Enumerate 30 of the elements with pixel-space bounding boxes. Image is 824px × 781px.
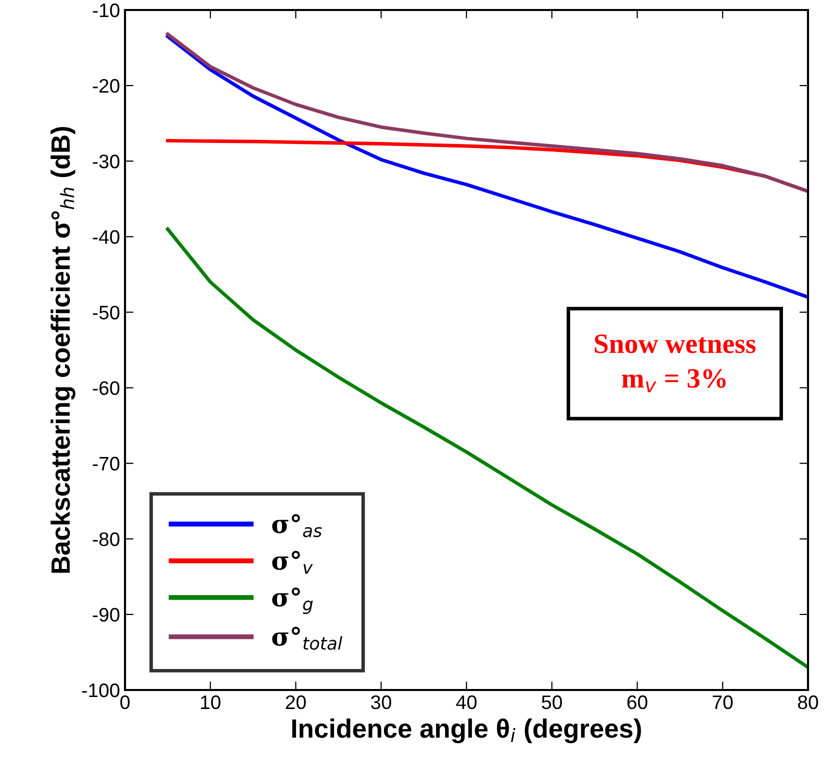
line-series — [166, 227, 808, 670]
x-tick-label: 80 — [798, 695, 818, 710]
y-tick-label: -90 — [92, 608, 120, 622]
y-tick-label: -80 — [92, 532, 120, 546]
x-tick-label: 70 — [712, 695, 733, 710]
line-series — [166, 32, 808, 194]
x-tick-label: 60 — [627, 695, 648, 710]
x-tick-label: 50 — [542, 695, 562, 710]
y-tick-label: -100 — [82, 683, 120, 698]
legend-label: σ°$_{total}$ — [272, 626, 342, 650]
x-tick-label: 10 — [201, 695, 220, 710]
y-tick-label: -30 — [92, 154, 120, 168]
x-tick-label: 0 — [120, 695, 130, 710]
y-tick-label: -50 — [92, 306, 120, 320]
annotation: Snow wetness — [594, 334, 756, 354]
y-tick-label: -70 — [92, 456, 120, 471]
x-tick-label: 30 — [371, 695, 392, 710]
legend-label: σ°$_{g}$ — [272, 588, 313, 614]
y-tick-label: -60 — [92, 381, 120, 396]
y-tick-label: -40 — [92, 230, 120, 244]
legend-label: σ°$_{v}$ — [272, 550, 313, 574]
x-tick-label: 20 — [286, 695, 306, 710]
y-tick-label: -20 — [92, 79, 120, 93]
x-tick-label: 40 — [456, 695, 477, 710]
y-axis-title: Backscattering coefficient σ°$_{hh}$ (dB) — [50, 126, 76, 573]
legend-label: σ°$_{as}$ — [272, 514, 322, 538]
annotation: m$_{v}$ = 3% — [622, 369, 726, 392]
x-axis-title: Incidence angle θ$_{i}$ (degrees) — [292, 718, 641, 744]
line-series — [166, 34, 808, 299]
y-tick-label: -10 — [92, 3, 120, 18]
